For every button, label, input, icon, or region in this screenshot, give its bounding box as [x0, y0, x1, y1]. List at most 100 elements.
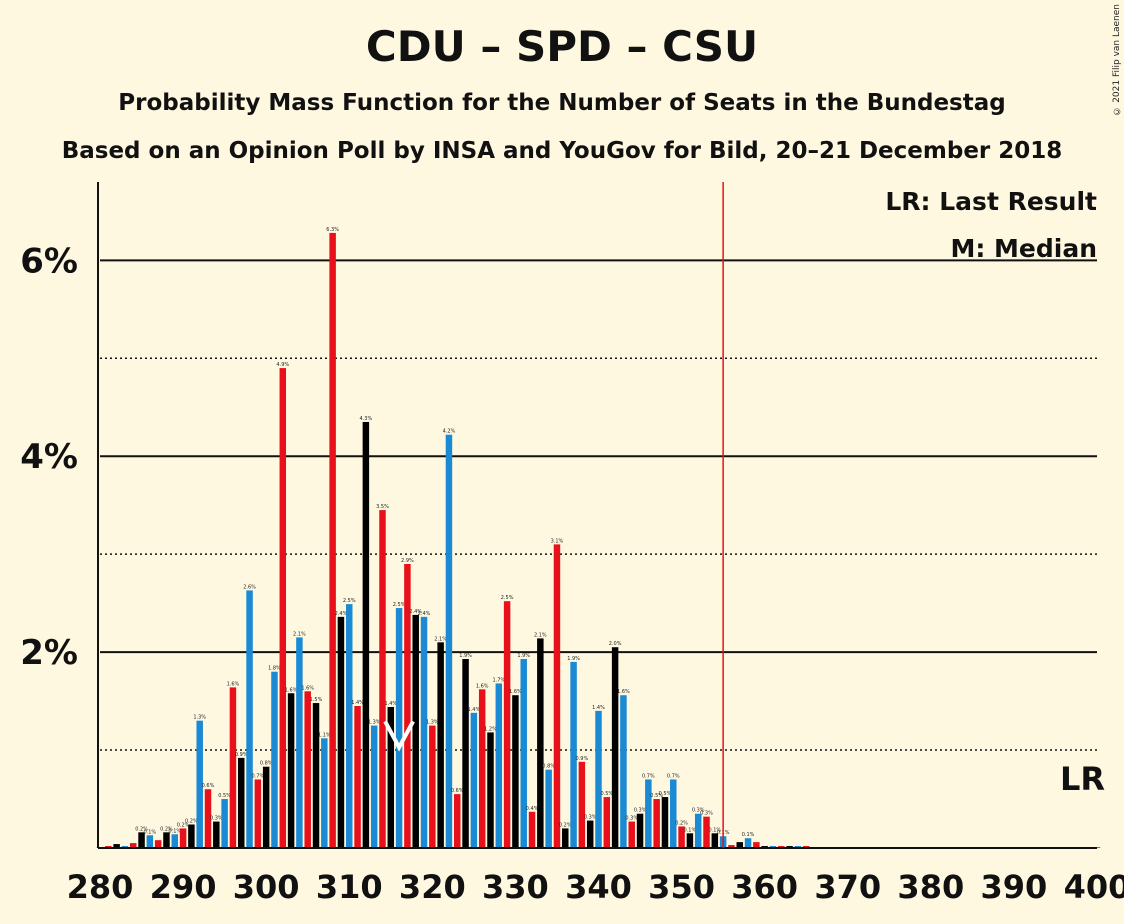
bar: [611, 647, 619, 848]
bar: [238, 757, 245, 848]
bar: [437, 642, 444, 848]
bar: [312, 703, 320, 848]
bar-data-label: 0.3%: [625, 816, 638, 822]
bar-data-label: 4.2%: [443, 429, 456, 435]
bar: [279, 368, 287, 848]
bar: [462, 658, 469, 848]
last-result-label: LR: [1060, 760, 1105, 798]
bar-data-label: 1.3%: [193, 715, 206, 721]
bar-data-label: 4.3%: [360, 416, 373, 422]
bar-data-label: 1.9%: [459, 653, 472, 659]
bar: [711, 833, 719, 848]
bar-data-label: 1.2%: [484, 726, 497, 732]
bar-data-label: 3.5%: [376, 504, 389, 510]
bar: [321, 738, 328, 848]
bar-data-label: 2.1%: [434, 636, 447, 642]
bar-data-label: 0.6%: [202, 783, 215, 789]
bar: [304, 691, 311, 848]
bar: [736, 842, 743, 848]
bar: [287, 693, 295, 848]
bar: [204, 789, 212, 848]
bar: [545, 769, 552, 848]
bar-data-label: 2.0%: [609, 641, 622, 647]
chart-title: CDU – SPD – CSU: [365, 22, 759, 71]
bar-data-label: 0.7%: [252, 773, 265, 779]
bar: [429, 725, 436, 848]
bar: [370, 725, 378, 848]
bar-data-label: 1.7%: [492, 677, 505, 683]
bar: [404, 563, 411, 848]
bar-data-label: 0.3%: [634, 808, 647, 814]
bar: [487, 732, 494, 848]
bar-data-label: 1.3%: [368, 720, 381, 726]
bar: [528, 811, 536, 848]
bar: [246, 590, 253, 848]
bar-data-label: 0.5%: [650, 793, 663, 799]
x-tick-label: 290: [150, 868, 217, 906]
bar: [329, 232, 336, 848]
bar: [138, 832, 145, 848]
bar-data-label: 1.6%: [227, 681, 240, 687]
bar-data-label: 0.2%: [559, 822, 572, 828]
bar: [670, 779, 677, 848]
bar: [271, 671, 278, 848]
bar-data-label: 0.5%: [600, 791, 613, 797]
legend-median: M: Median: [950, 234, 1097, 263]
x-tick-label: 390: [981, 868, 1048, 906]
bar-data-label: 0.1%: [143, 829, 156, 835]
bar: [661, 797, 669, 848]
bar: [420, 616, 428, 848]
x-tick-label: 300: [233, 868, 300, 906]
bar: [337, 616, 345, 848]
bar-data-label: 0.1%: [708, 827, 721, 833]
bar: [703, 816, 710, 848]
bar-data-label: 1.6%: [285, 687, 298, 693]
x-tick-label: 360: [731, 868, 798, 906]
bar: [537, 638, 544, 848]
bar-data-label: 2.1%: [534, 632, 547, 638]
bar: [520, 658, 527, 848]
bar: [562, 828, 569, 848]
y-tick-label: 2%: [20, 633, 78, 673]
bar-data-label: 6.3%: [326, 227, 339, 233]
bar-data-label: 0.2%: [185, 818, 198, 824]
bar-data-label: 0.5%: [218, 793, 231, 799]
median-marker: [383, 720, 415, 752]
bar-data-label: 0.9%: [576, 756, 589, 762]
bar-data-label: 2.5%: [393, 602, 406, 608]
bar-data-label: 2.4%: [409, 609, 422, 615]
bar-data-label: 1.4%: [384, 701, 397, 707]
bar: [362, 421, 370, 848]
bar-data-label: 0.3%: [584, 815, 597, 821]
bar-data-label: 2.1%: [293, 631, 306, 637]
bar-data-label: 1.8%: [268, 666, 281, 672]
bar-data-label: 0.7%: [667, 773, 680, 779]
bar: [395, 608, 403, 848]
bar: [445, 434, 453, 848]
bar: [586, 820, 594, 848]
bar: [387, 706, 395, 848]
bar-data-label: 0.1%: [168, 828, 181, 834]
bar: [686, 833, 694, 848]
bar: [570, 661, 577, 848]
bar-data-label: 1.3%: [426, 720, 439, 726]
bar: [146, 835, 154, 848]
bar: [163, 832, 170, 848]
legend-last-result: LR: Last Result: [885, 187, 1097, 216]
bar: [354, 705, 361, 848]
y-tick-label: 6%: [20, 241, 78, 281]
bar-data-label: 3.1%: [551, 538, 564, 544]
bar-data-label: 0.5%: [659, 791, 672, 797]
bar-data-label: 0.1%: [684, 827, 697, 833]
bar: [694, 813, 702, 848]
bar-data-label: 1.4%: [351, 700, 364, 706]
bar-data-label: 2.4%: [418, 611, 431, 617]
bar: [470, 712, 478, 848]
bar-data-label: 2.4%: [335, 611, 348, 617]
bar-data-label: 1.9%: [567, 656, 580, 662]
bar: [188, 824, 195, 848]
bar: [512, 695, 519, 848]
bar: [744, 838, 752, 848]
bar: [653, 799, 660, 848]
